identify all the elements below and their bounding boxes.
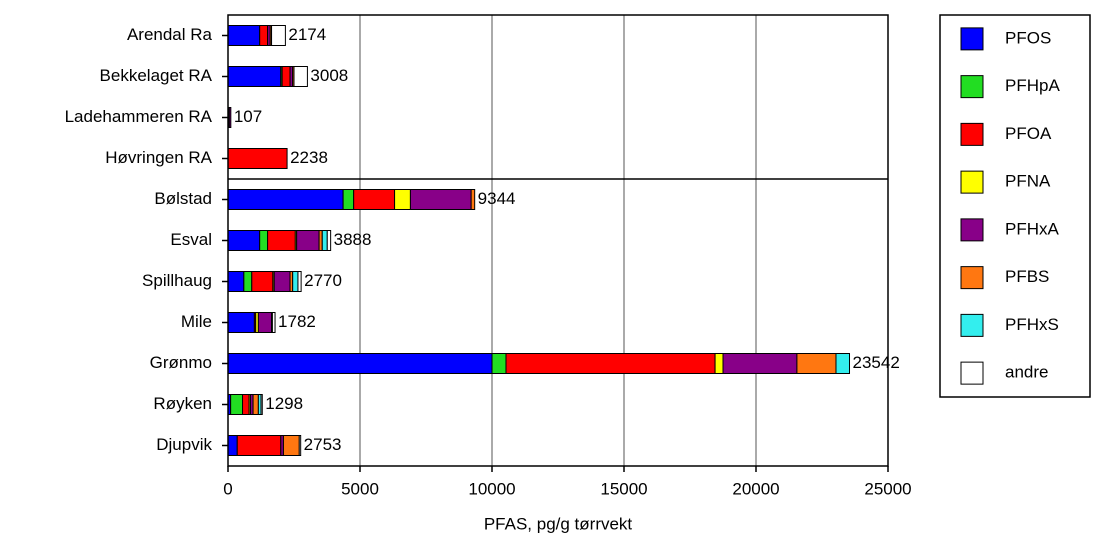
x-tick-label: 0 bbox=[223, 479, 232, 498]
y-tick-label: Arendal Ra bbox=[127, 25, 213, 44]
total-label: 107 bbox=[234, 107, 262, 126]
bar-segment bbox=[714, 353, 724, 374]
x-tick-label: 15000 bbox=[600, 479, 647, 498]
bar-segment bbox=[242, 394, 250, 415]
bar-segment bbox=[243, 271, 253, 292]
total-label: 1782 bbox=[278, 312, 316, 331]
legend-swatch bbox=[960, 313, 984, 337]
y-tick-label: Mile bbox=[181, 312, 212, 331]
bar-segment bbox=[267, 230, 296, 251]
bar-segment bbox=[227, 271, 245, 292]
legend-label: PFOS bbox=[1005, 28, 1051, 47]
bar-segment bbox=[835, 353, 851, 374]
y-tick-label: Ladehammeren RA bbox=[65, 107, 213, 126]
total-label: 9344 bbox=[478, 189, 516, 208]
bar-segment bbox=[292, 271, 299, 292]
legend-label: PFHpA bbox=[1005, 76, 1060, 95]
y-tick-label: Bølstad bbox=[154, 189, 212, 208]
x-tick-label: 25000 bbox=[864, 479, 911, 498]
bar-segment bbox=[326, 230, 332, 251]
legend-label: PFNA bbox=[1005, 172, 1051, 191]
bar-segment bbox=[259, 230, 269, 251]
y-tick-label: Esval bbox=[170, 230, 212, 249]
plot-area bbox=[228, 15, 888, 466]
bar-segment bbox=[342, 189, 355, 210]
legend-label: PFHxA bbox=[1005, 219, 1060, 238]
plot-frame bbox=[227, 14, 889, 467]
bar-segment bbox=[227, 353, 493, 374]
total-label: 2238 bbox=[290, 148, 328, 167]
bar-segment bbox=[227, 148, 288, 169]
bar-segment bbox=[491, 353, 507, 374]
y-tick-label: Spillhaug bbox=[142, 271, 212, 290]
total-label: 23542 bbox=[853, 353, 900, 372]
x-tick-label: 20000 bbox=[732, 479, 779, 498]
y-tick-label: Grønmo bbox=[150, 353, 212, 372]
bar-segment bbox=[228, 107, 232, 128]
bar-segment bbox=[227, 25, 261, 46]
bar-segment bbox=[298, 435, 302, 456]
bar-segment bbox=[252, 394, 259, 415]
bar-segment bbox=[227, 230, 261, 251]
bar-segment bbox=[273, 271, 291, 292]
legend-swatch bbox=[960, 361, 984, 385]
y-tick-label: Djupvik bbox=[156, 435, 212, 454]
bar-segment bbox=[281, 66, 291, 87]
legend-swatch bbox=[960, 170, 984, 194]
legend-label: PFHxS bbox=[1005, 315, 1059, 334]
x-tick-label: 5000 bbox=[341, 479, 379, 498]
total-label: 3008 bbox=[310, 66, 348, 85]
bar-segment bbox=[722, 353, 798, 374]
bar-segment bbox=[394, 189, 411, 210]
total-label: 3888 bbox=[334, 230, 372, 249]
bar-segment bbox=[505, 353, 716, 374]
bar-segment bbox=[236, 435, 282, 456]
legend-swatch bbox=[960, 122, 984, 146]
x-axis-label: PFAS, pg/g tørrvekt bbox=[484, 514, 633, 533]
x-tick-label: 10000 bbox=[468, 479, 515, 498]
y-tick-label: Røyken bbox=[153, 394, 212, 413]
bar-segment bbox=[297, 271, 302, 292]
bar-segment bbox=[321, 230, 328, 251]
bar-segment bbox=[259, 25, 269, 46]
y-tick-label: Høvringen RA bbox=[105, 148, 212, 167]
bar-segment bbox=[293, 66, 308, 87]
y-tick-label: Bekkelaget RA bbox=[100, 66, 213, 85]
bar-segment bbox=[296, 230, 320, 251]
legend-label: andre bbox=[1005, 363, 1048, 382]
legend-swatch bbox=[960, 27, 984, 51]
bar-segment bbox=[227, 189, 344, 210]
total-label: 2753 bbox=[304, 435, 342, 454]
total-label: 1298 bbox=[265, 394, 303, 413]
legend-swatch bbox=[960, 75, 984, 99]
bar-segment bbox=[230, 394, 244, 415]
bar-segment bbox=[282, 435, 300, 456]
total-label: 2174 bbox=[288, 25, 326, 44]
bar-segment bbox=[796, 353, 837, 374]
legend-swatch bbox=[960, 266, 984, 290]
bar-segment bbox=[257, 312, 273, 333]
legend-label: PFBS bbox=[1005, 267, 1049, 286]
bar-segment bbox=[251, 271, 274, 292]
bar-segment bbox=[470, 189, 476, 210]
legend-label: PFOA bbox=[1005, 124, 1052, 143]
bar-segment bbox=[271, 312, 276, 333]
bar-segment bbox=[227, 435, 238, 456]
bar-segment bbox=[227, 66, 282, 87]
bar-segment bbox=[353, 189, 396, 210]
bar-segment bbox=[409, 189, 472, 210]
legend-box bbox=[939, 14, 1091, 398]
bar-segment bbox=[260, 394, 263, 415]
bar-segment bbox=[227, 312, 255, 333]
bar-segment bbox=[271, 25, 286, 46]
total-label: 2770 bbox=[304, 271, 342, 290]
legend-swatch bbox=[960, 218, 984, 242]
